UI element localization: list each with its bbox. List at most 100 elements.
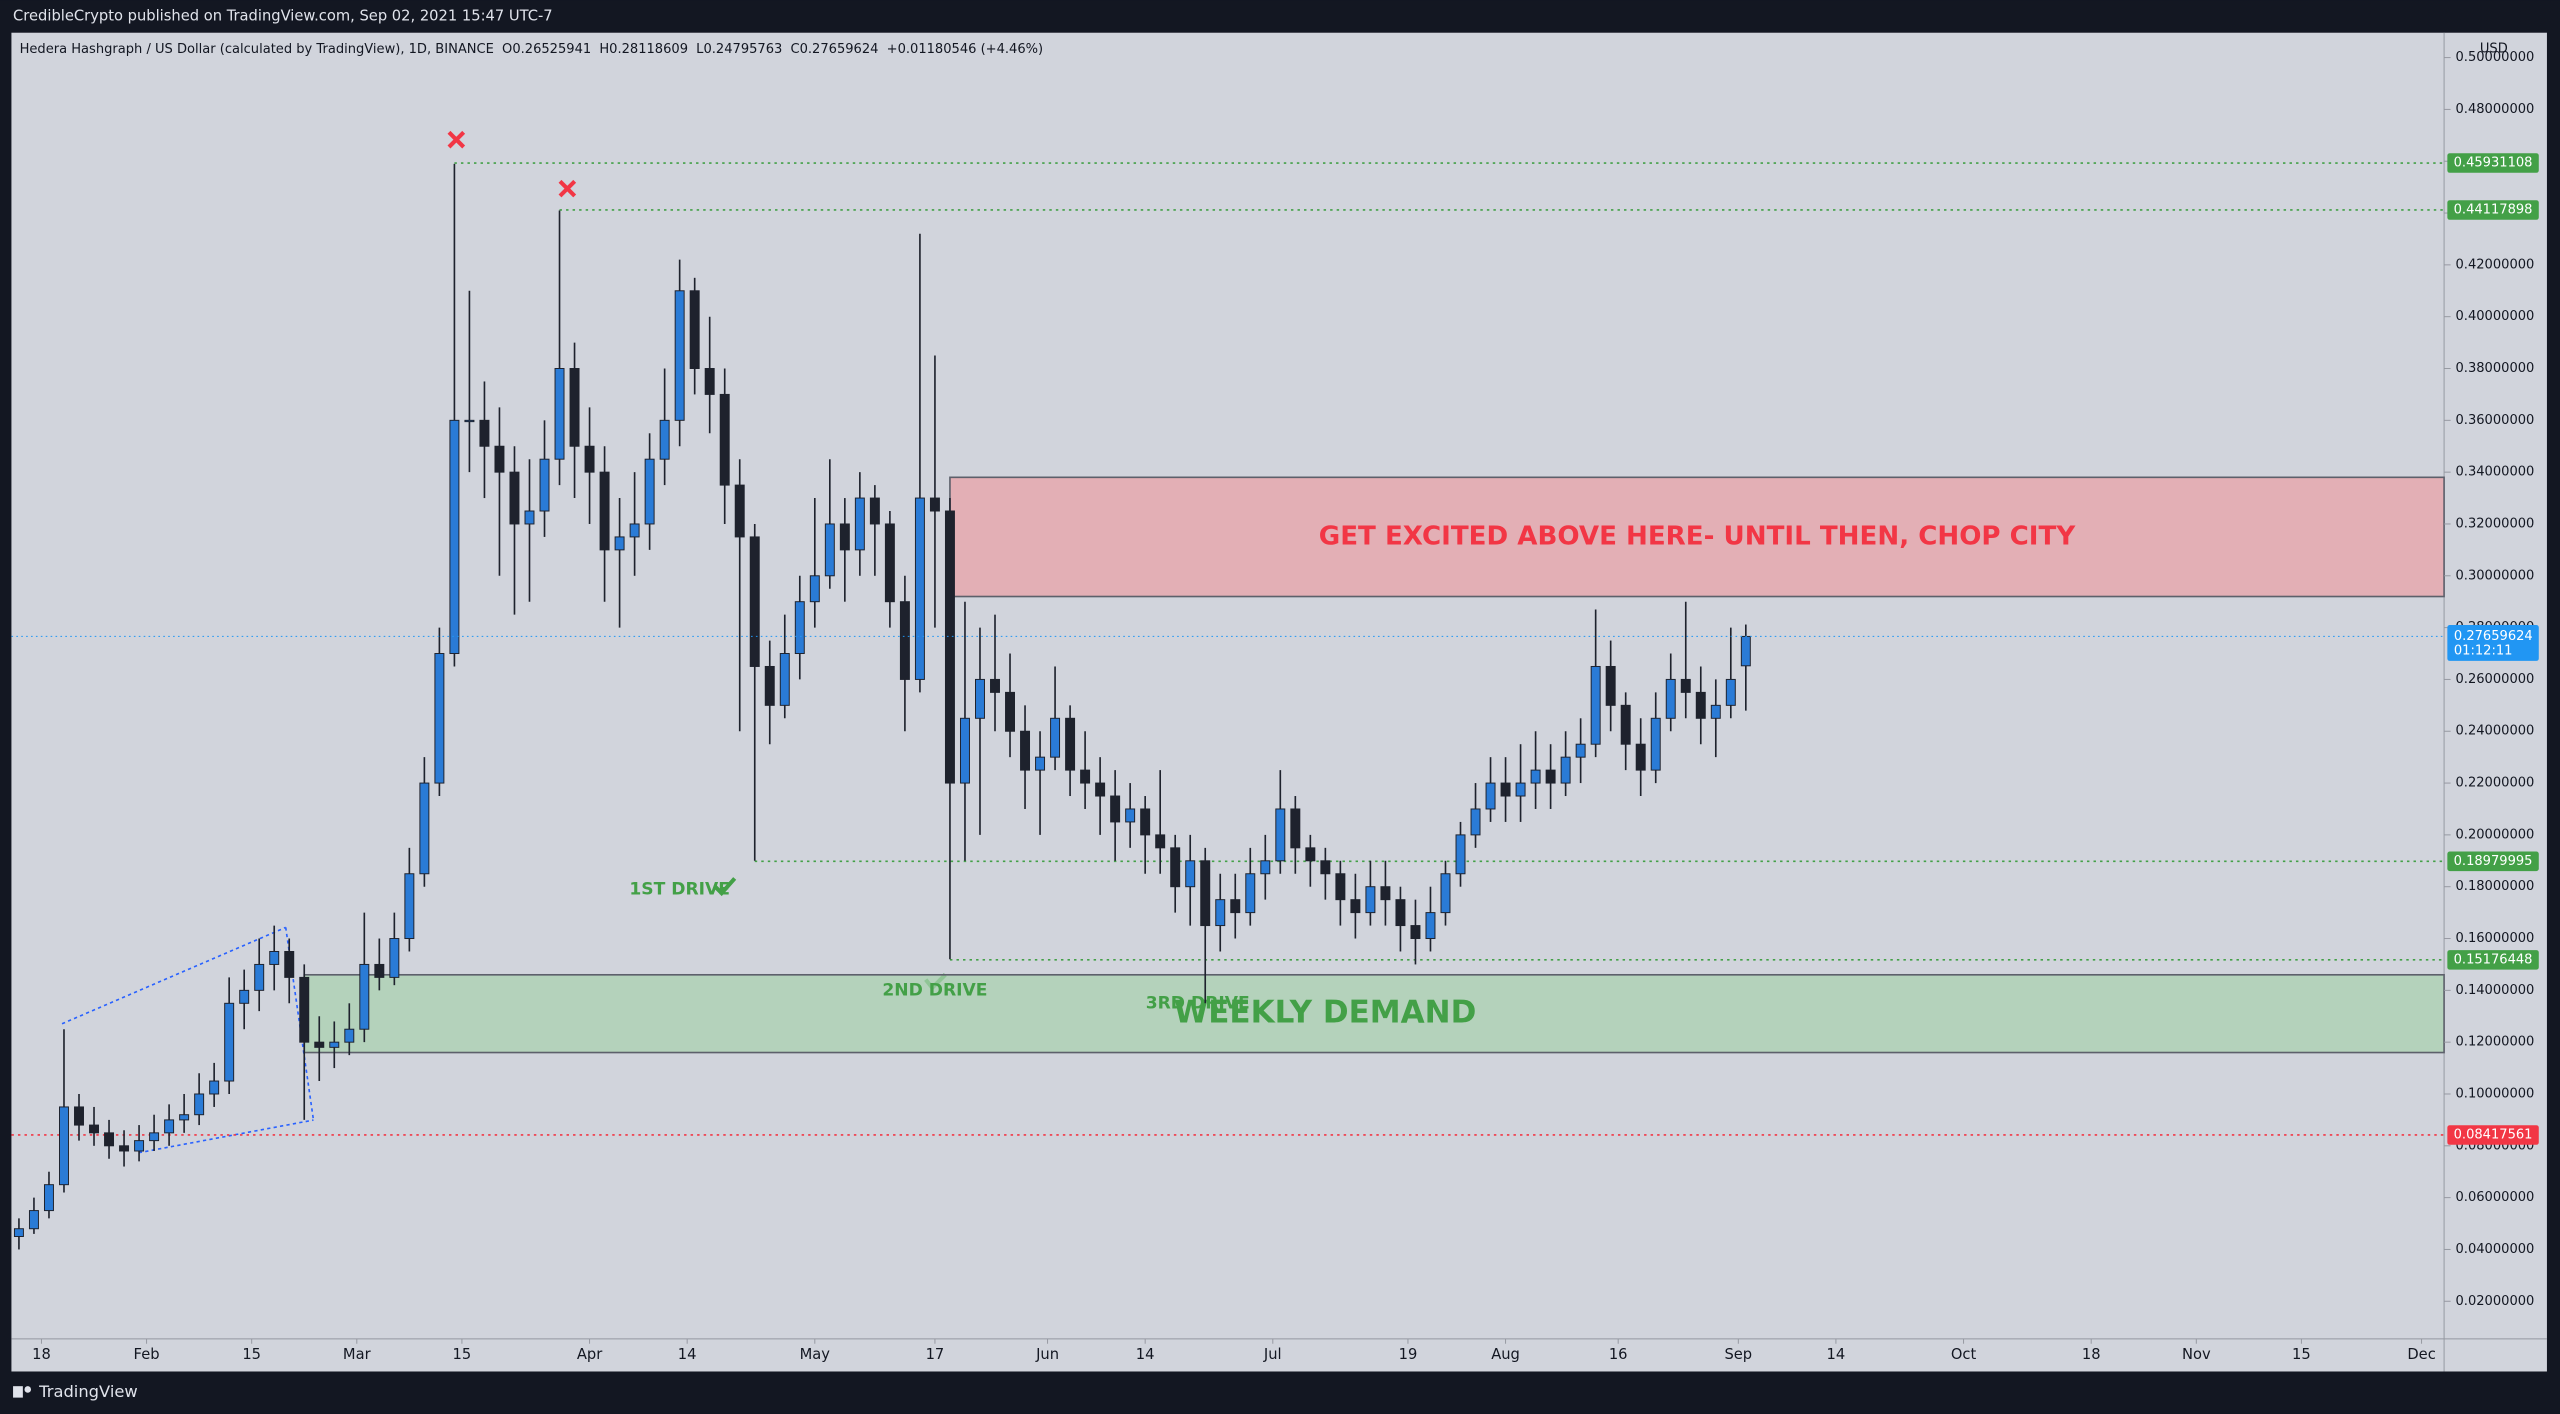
level-label: 0.44117898 — [2454, 202, 2533, 217]
x-tick-label: Aug — [1491, 1346, 1520, 1363]
candle-body — [1275, 808, 1286, 862]
candle-body — [1725, 678, 1736, 706]
brand-logo — [13, 1386, 32, 1398]
y-tick-label: 0.18000000 — [2456, 879, 2535, 894]
x-tick-label: 17 — [926, 1346, 945, 1363]
y-tick-label: 0.48000000 — [2456, 102, 2535, 117]
x-tick-label: Apr — [577, 1346, 603, 1363]
candle-body — [1245, 873, 1256, 914]
zone-label: WEEKLY DEMAND — [1174, 995, 1476, 1031]
candle-body — [1020, 730, 1031, 771]
y-tick-label: 0.16000000 — [2456, 931, 2535, 946]
candle-body — [899, 601, 910, 680]
cross-marker — [558, 179, 577, 198]
y-tick-label: 0.14000000 — [2456, 983, 2535, 998]
candle-body — [329, 1041, 340, 1048]
y-tick-label: 0.42000000 — [2456, 257, 2535, 272]
candle-body — [43, 1184, 54, 1212]
candle-body — [914, 497, 925, 680]
candle-body — [809, 575, 820, 603]
candle-body — [479, 419, 490, 447]
candle-body — [389, 938, 400, 978]
candle-body — [1065, 717, 1076, 771]
level-label-bg — [2447, 851, 2539, 872]
x-tick-label: Feb — [134, 1346, 160, 1363]
zone — [949, 476, 2445, 598]
candle-body — [149, 1132, 160, 1142]
candle-body — [1290, 808, 1301, 849]
legend: Hedera Hashgraph / US Dollar (calculated… — [20, 42, 1044, 57]
current-price-bg — [2447, 624, 2539, 661]
annotation: 1ST DRIVE — [629, 879, 730, 899]
currency: USD — [2480, 42, 2508, 57]
candle-body — [224, 1002, 235, 1082]
legend-item: O — [502, 42, 512, 57]
candle-body — [179, 1114, 190, 1121]
candle-body — [884, 523, 895, 603]
x-tick-label: Jul — [1263, 1346, 1282, 1363]
candle-body — [1200, 860, 1211, 927]
candle-body — [269, 950, 280, 965]
y-tick-label: 0.50000000 — [2456, 50, 2535, 65]
candle-body — [674, 290, 685, 421]
candle-body — [1125, 808, 1136, 823]
x-tick-label: 16 — [1609, 1346, 1628, 1363]
y-tick-label: 0.04000000 — [2456, 1242, 2535, 1257]
brand: TradingView — [38, 1382, 138, 1401]
candle-body — [254, 963, 265, 991]
level-label: 0.15176448 — [2454, 952, 2533, 967]
candle-body — [734, 484, 745, 538]
candle-body — [794, 601, 805, 655]
level-label-bg — [2447, 1125, 2539, 1145]
y-tick-label: 0.32000000 — [2456, 516, 2535, 531]
candle-body — [644, 458, 655, 525]
candle-body — [1155, 834, 1166, 849]
candle-body — [1395, 899, 1406, 927]
candle-body — [13, 1228, 24, 1237]
candle-body — [944, 510, 955, 784]
level-label-bg — [2447, 950, 2539, 970]
candle-body — [1740, 635, 1751, 667]
candle-body — [194, 1093, 205, 1116]
wedge-line — [61, 926, 287, 1025]
y-tick-label: 0.06000000 — [2456, 1190, 2535, 1205]
candle-body — [1620, 704, 1631, 745]
candle-body — [1095, 782, 1106, 797]
level-label: 0.08417561 — [2454, 1127, 2533, 1142]
x-tick-label: Dec — [2407, 1346, 2435, 1363]
candle-body — [104, 1132, 115, 1147]
candle-body — [344, 1028, 355, 1043]
candle-body — [1365, 886, 1376, 914]
candle-body — [1500, 782, 1511, 797]
candle-body — [1050, 717, 1061, 758]
legend-text: Hedera Hashgraph / US Dollar (calculated… — [20, 42, 1044, 57]
x-tick-label: 18 — [2082, 1346, 2101, 1363]
candle-body — [990, 678, 1000, 693]
x-tick-label: Sep — [1724, 1346, 1752, 1363]
cross-marker — [447, 130, 466, 149]
legend-item: 0.26525941 — [512, 42, 591, 57]
legend-item: Hedera Hashgraph / US Dollar (calculated… — [20, 42, 494, 57]
x-tick-label: Mar — [343, 1346, 372, 1363]
candle-body — [719, 393, 730, 486]
candle-body — [1530, 769, 1541, 784]
x-tick-label: 18 — [32, 1346, 51, 1363]
x-tick-label: Jun — [1035, 1346, 1059, 1363]
y-tick-label: 0.36000000 — [2456, 413, 2535, 428]
legend-item: C — [790, 42, 799, 57]
candle-body — [1650, 717, 1661, 771]
candle-body — [689, 290, 700, 369]
level-label-bg — [2447, 200, 2539, 220]
x-tick-label: 15 — [242, 1346, 261, 1363]
y-tick-label: 0.26000000 — [2456, 672, 2535, 687]
candle-body — [1170, 847, 1181, 888]
candle-body — [1605, 665, 1616, 706]
candle-body — [314, 1041, 325, 1048]
level-label-bg — [2447, 153, 2539, 173]
candle-body — [584, 445, 595, 473]
candle-body — [1515, 782, 1526, 797]
candle-body — [1485, 782, 1496, 810]
candle-body — [449, 419, 460, 655]
candle-body — [1455, 834, 1466, 875]
candle-body — [929, 497, 940, 512]
